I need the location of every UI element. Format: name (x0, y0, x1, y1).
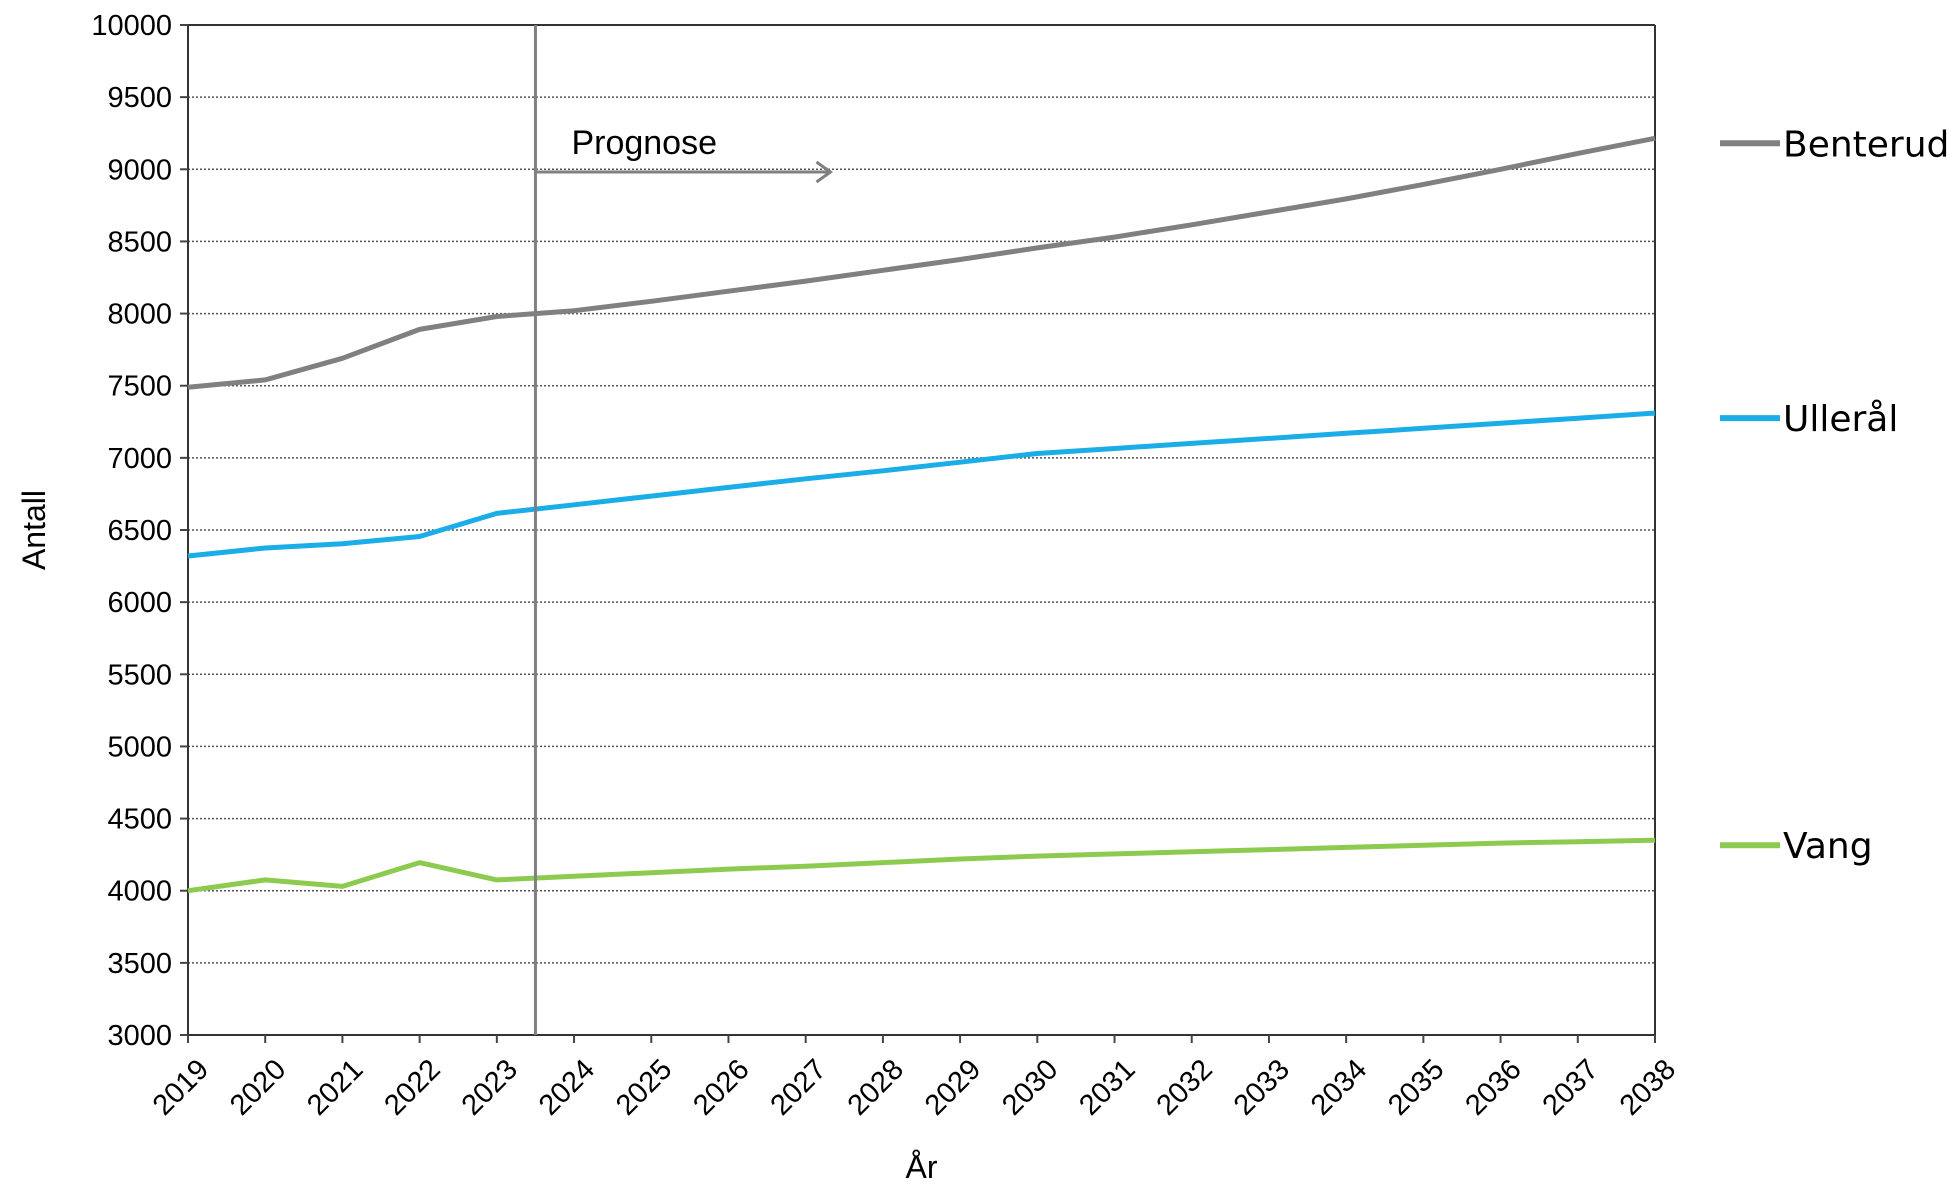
series-line-benterud (187, 135, 1656, 390)
x-tick-label-2034: 2034 (1305, 1053, 1373, 1121)
x-tick-label-2024: 2024 (533, 1053, 601, 1121)
x-tick-label-2032: 2032 (1151, 1053, 1219, 1121)
x-tick-label-2019: 2019 (147, 1053, 215, 1121)
x-tick-label-2029: 2029 (919, 1053, 987, 1121)
x-tick-label-2023: 2023 (456, 1053, 524, 1121)
prognose-arrowhead (815, 160, 834, 184)
x-tick-label-2031: 2031 (1073, 1053, 1141, 1121)
y-tick-label-6000: 6000 (107, 587, 172, 619)
prognose-annotation: Prognose (533, 25, 834, 1035)
series-line-uller-l (187, 410, 1656, 559)
y-tick-label-7000: 7000 (107, 443, 172, 475)
x-tick-label-2038: 2038 (1614, 1053, 1682, 1121)
gridlines (188, 96, 1655, 964)
y-tick-label-9000: 9000 (107, 154, 172, 186)
x-tick-label-2020: 2020 (224, 1053, 292, 1121)
x-tick-label-2021: 2021 (301, 1053, 369, 1121)
prognose-label: Prognose (571, 124, 717, 162)
x-tick-label-2026: 2026 (687, 1053, 755, 1121)
x-tick-label-2037: 2037 (1537, 1053, 1605, 1121)
y-tick-label-3500: 3500 (107, 948, 172, 980)
y-tick-label-7500: 7500 (107, 371, 172, 403)
y-tick-label-3000: 3000 (107, 1020, 172, 1052)
x-axis-ticks: 2019 2020 2021 2022 2023 2024 2025 2026 2027 2028… (147, 1035, 1682, 1122)
x-tick-label-2028: 2028 (842, 1053, 910, 1121)
y-tick-label-5500: 5500 (107, 659, 172, 691)
x-tick-label-2030: 2030 (996, 1053, 1064, 1121)
x-tick-label-2027: 2027 (765, 1053, 833, 1121)
y-tick-label-8500: 8500 (107, 226, 172, 258)
legend-label-benterud: Benterud (1783, 124, 1949, 165)
y-tick-label-8000: 8000 (107, 299, 172, 331)
x-tick-label-2036: 2036 (1459, 1053, 1527, 1121)
y-tick-label-6500: 6500 (107, 515, 172, 547)
y-tick-label-9500: 9500 (107, 82, 172, 114)
y-tick-label-5000: 5000 (107, 731, 172, 763)
y-axis-ticks: 3000 3500 4000 4500 5000 5500 6000 6500 7000 7500… (91, 10, 188, 1052)
x-tick-label-2035: 2035 (1382, 1053, 1450, 1121)
y-tick-label-4500: 4500 (107, 804, 172, 836)
x-tick-label-2033: 2033 (1228, 1053, 1296, 1121)
y-axis-title: Antall (16, 490, 52, 570)
y-tick-label-4000: 4000 (107, 876, 172, 908)
legend-label-vang: Vang (1783, 826, 1873, 867)
series-lines (187, 135, 1656, 894)
legend-label-uller-l: Ullerål (1783, 399, 1898, 440)
x-tick-label-2022: 2022 (378, 1053, 446, 1121)
legend: Benterud Ullerål Vang (1720, 124, 1949, 867)
x-tick-label-2025: 2025 (610, 1053, 678, 1121)
series-line-vang (187, 837, 1656, 894)
x-axis-title: År (906, 1149, 938, 1184)
y-tick-label-10000: 10000 (91, 10, 172, 42)
